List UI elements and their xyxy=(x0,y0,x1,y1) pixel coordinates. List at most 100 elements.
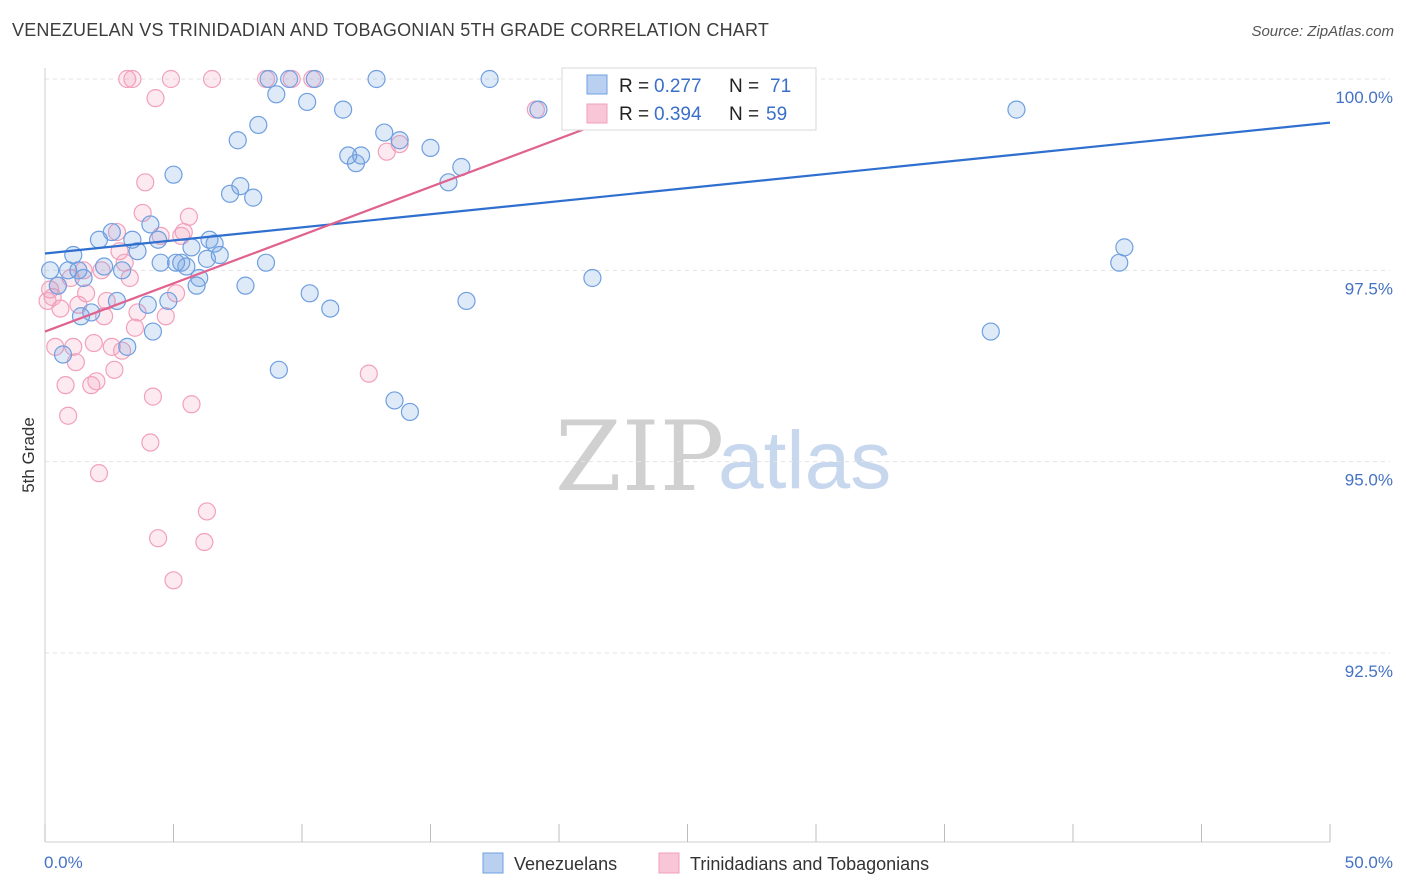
trinidadians-point xyxy=(202,69,222,89)
trinidadians-point xyxy=(77,284,96,303)
venezuelans-point xyxy=(259,69,278,89)
trinidadians-point xyxy=(102,337,121,356)
series-venezuelans-points xyxy=(41,69,1134,422)
venezuelans-point xyxy=(236,276,255,295)
venezuelans-point xyxy=(480,69,499,89)
venezuelans-point xyxy=(182,238,201,257)
venezuelans-point xyxy=(457,291,476,311)
venezuelans-point xyxy=(48,276,67,295)
trinidadians-point xyxy=(125,318,145,337)
venezuelans-point xyxy=(269,360,288,379)
y-tick-label: 97.5% xyxy=(1345,279,1393,298)
trinidadians-point xyxy=(182,395,201,414)
trinidadians-point xyxy=(107,222,127,242)
y-tick-labels: 92.5% 95.0% 97.5% 100.0% xyxy=(1335,88,1393,681)
source-label: Source: ZipAtlas.com xyxy=(1251,23,1394,40)
bottom-legend: Venezuelans Trinidadians and Tobagonians xyxy=(482,852,929,874)
trinidadians-point xyxy=(105,360,124,379)
trinidadians-point xyxy=(166,284,186,303)
venezuelans-point xyxy=(95,257,114,276)
bottom-legend-pink-label: Trinidadians and Tobagonians xyxy=(690,854,929,874)
bottom-legend-blue-label: Venezuelans xyxy=(514,854,617,874)
watermark-zip: ZIP xyxy=(555,401,724,513)
venezuelans-point xyxy=(102,222,121,242)
trinidadians-point xyxy=(120,268,139,288)
legend-pink-r-label: R = xyxy=(619,104,649,125)
venezuelans-point xyxy=(177,257,196,276)
trinidadians-point xyxy=(359,364,378,383)
trinidadians-trend-line xyxy=(44,89,688,333)
venezuelans-point xyxy=(118,337,137,356)
venezuelans-point xyxy=(583,268,602,288)
trinidadians-point xyxy=(64,337,83,356)
trinidadians-point xyxy=(56,376,75,395)
trend-lines xyxy=(44,89,1331,333)
legend-pink-r-value: 0.394 xyxy=(654,104,702,125)
trinidadians-point xyxy=(128,303,147,322)
venezuelans-point xyxy=(205,234,224,253)
x-tick-label-min: 0.0% xyxy=(44,853,83,872)
trinidadians-point xyxy=(197,502,217,521)
trinidadians-point xyxy=(195,532,214,552)
legend-blue-n-value: 71 xyxy=(770,76,791,97)
venezuelans-point xyxy=(74,268,93,288)
trinidadians-point xyxy=(123,69,142,89)
venezuelans-point xyxy=(375,123,394,142)
trinidadians-point xyxy=(141,433,160,452)
legend-blue-n-label: N = xyxy=(729,76,759,97)
venezuelans-point xyxy=(981,322,1000,341)
venezuelans-point xyxy=(256,253,276,272)
venezuelans-point xyxy=(298,92,317,112)
trinidadians-point xyxy=(179,207,199,226)
watermark-atlas: atlas xyxy=(718,415,891,506)
venezuelans-point xyxy=(166,253,186,272)
venezuelans-point xyxy=(321,299,340,318)
trinidadians-point xyxy=(87,372,106,391)
venezuelans-point xyxy=(339,146,358,165)
trinidadians-point xyxy=(46,337,65,356)
venezuelans-point xyxy=(421,138,440,157)
venezuelans-point xyxy=(300,284,319,303)
legend-blue-swatch xyxy=(586,74,608,95)
venezuelans-point xyxy=(112,261,132,280)
trinidadians-point xyxy=(118,69,137,89)
trinidadians-point xyxy=(74,261,93,280)
venezuelans-point xyxy=(390,131,409,150)
venezuelans-point xyxy=(53,345,73,364)
legend-pink-n-value: 59 xyxy=(766,104,787,125)
venezuelans-point xyxy=(138,295,157,314)
y-axis-title: 5th Grade xyxy=(19,417,38,493)
legend-blue-r-label: R = xyxy=(619,76,649,97)
venezuelans-point xyxy=(143,322,163,341)
venezuelans-point xyxy=(280,69,299,89)
venezuelans-point xyxy=(220,184,240,203)
trinidadians-point xyxy=(390,134,409,154)
venezuelans-point xyxy=(1007,100,1026,119)
trinidadians-point xyxy=(59,406,78,425)
y-tick-label: 95.0% xyxy=(1345,471,1393,490)
gridlines xyxy=(45,78,1390,654)
trinidadians-point xyxy=(164,571,183,590)
x-tick-label-max: 50.0% xyxy=(1345,853,1393,872)
venezuelans-point xyxy=(334,100,353,119)
trinidadians-point xyxy=(156,307,175,326)
venezuelans-point xyxy=(244,188,263,207)
venezuelans-point xyxy=(385,391,404,410)
venezuelans-point xyxy=(159,291,178,311)
venezuelans-point xyxy=(1110,253,1129,272)
bottom-legend-pink-swatch xyxy=(658,852,680,874)
venezuelans-point xyxy=(151,253,170,272)
legend-pink-swatch xyxy=(586,103,608,124)
y-tick-label: 100.0% xyxy=(1335,88,1393,107)
venezuelans-trend-line xyxy=(44,121,1331,255)
x-ticks xyxy=(44,824,1331,842)
venezuelans-point xyxy=(400,402,420,422)
trinidadians-point xyxy=(146,89,165,108)
legend: R = 0.277 N = 71 R = 0.394 N = 59 xyxy=(561,67,817,131)
venezuelans-point xyxy=(41,261,60,280)
venezuelans-point xyxy=(210,245,229,265)
venezuelans-point xyxy=(249,115,268,135)
venezuelans-point xyxy=(267,85,286,104)
chart-title: VENEZUELAN VS TRINIDADIAN AND TOBAGONIAN… xyxy=(12,20,770,40)
venezuelans-point xyxy=(231,177,250,196)
